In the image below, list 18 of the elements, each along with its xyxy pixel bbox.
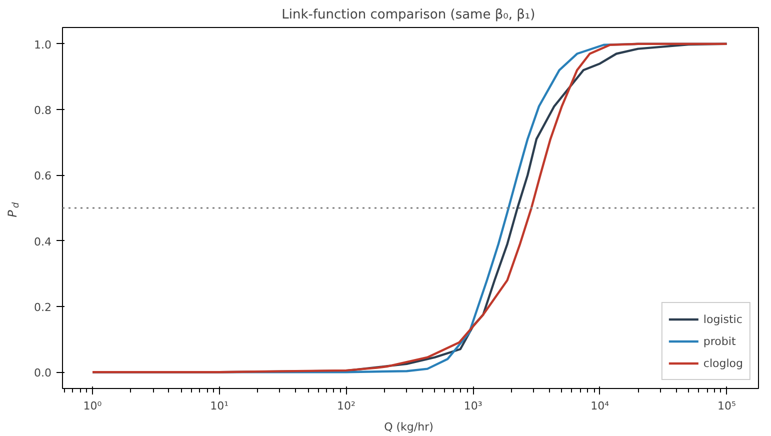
y-tick-label: 0.4 xyxy=(34,235,52,248)
x-tick-label: 10² xyxy=(336,400,356,412)
legend-label: probit xyxy=(703,334,736,348)
x-tick-label: 10¹ xyxy=(210,400,229,412)
y-tick-label: 1.0 xyxy=(34,38,52,52)
y-axis-title: Pd xyxy=(6,202,22,218)
y-tick-label: 0.6 xyxy=(34,170,52,183)
y-tick-label: 0.0 xyxy=(34,366,52,380)
legend-label: logistic xyxy=(703,312,742,326)
x-tick-label: 10⁴ xyxy=(590,400,610,412)
y-tick-label: 0.2 xyxy=(34,300,52,314)
x-tick-label: 10³ xyxy=(464,400,482,412)
legend-label: cloglog xyxy=(703,356,743,370)
chart-title: Link-function comparison (same β₀, β₁) xyxy=(282,8,536,22)
y-tick-label: 0.8 xyxy=(34,104,52,118)
x-axis-title: Q (kg/hr) xyxy=(384,420,434,434)
x-tick-label: 10⁰ xyxy=(83,400,102,412)
x-tick-label: 10⁵ xyxy=(718,400,736,412)
